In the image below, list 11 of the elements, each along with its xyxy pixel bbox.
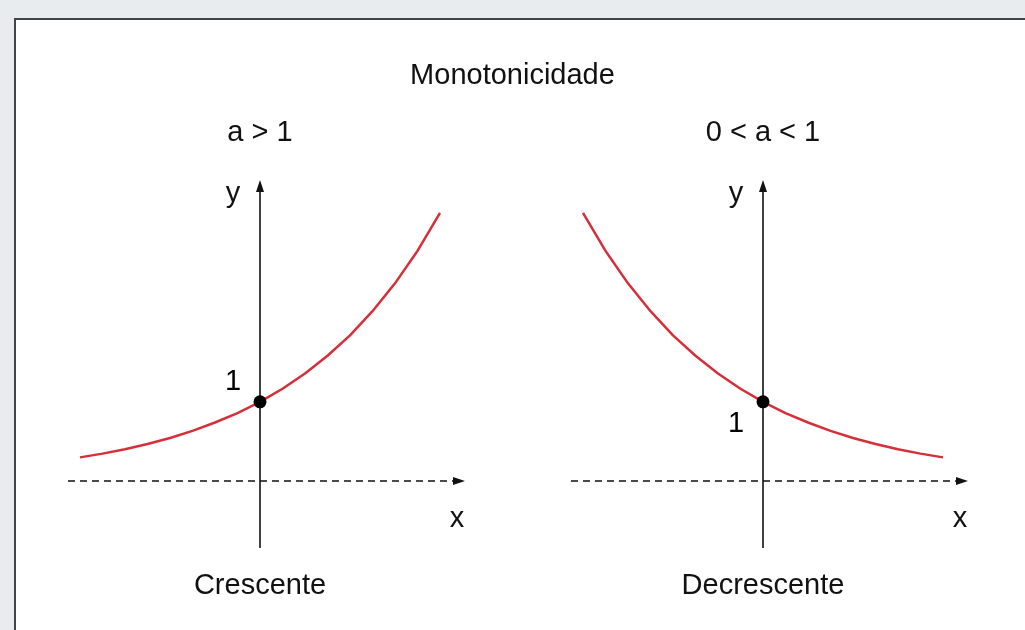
text: Decrescente xyxy=(681,568,845,601)
chart-subtitle: a > 1 xyxy=(227,115,293,148)
text: Crescente xyxy=(193,568,327,601)
y-axis-title: y xyxy=(728,176,744,208)
chart-title: Monotonicidade xyxy=(409,58,616,91)
y-axis-title: y xyxy=(225,176,241,208)
x-axis-title: x xyxy=(449,500,465,533)
annotation: 1 xyxy=(727,405,745,438)
annotation: 1 xyxy=(224,363,242,396)
chart-subtitle: 0 < a < 1 xyxy=(705,115,821,148)
x-axis-title: x xyxy=(952,500,968,533)
